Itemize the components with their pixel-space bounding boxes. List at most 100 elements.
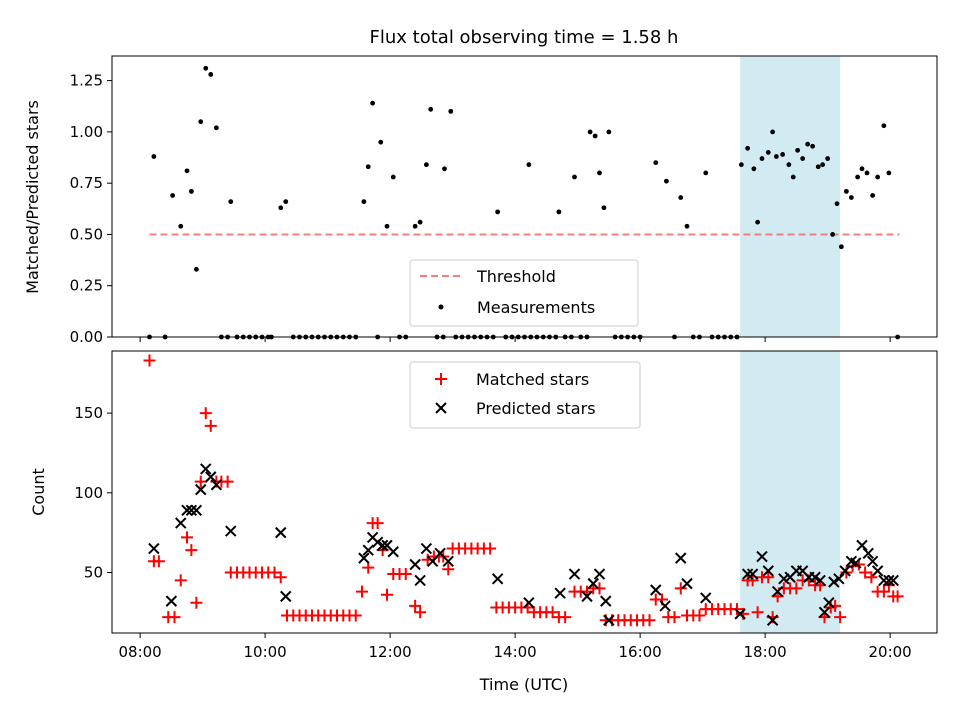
matched-star-point [877,585,890,598]
measurement-point [795,147,801,153]
top-y-axis-label: Matched/Predicted stars [23,100,42,294]
figure-title: Flux total observing time = 1.58 h [370,27,679,48]
predicted-star-point [210,479,223,491]
matched-star-point [746,574,759,587]
measurement-point [864,170,870,176]
predicted-star-point [603,614,615,626]
legend-matched-swatch [435,373,447,385]
x-tick-label: 12:00 [369,643,412,661]
predicted-star-point [587,577,599,590]
measurement-point [875,174,881,180]
predicted-star-point [280,590,292,603]
measurement-point [834,201,840,207]
x-axis-label: Time (UTC) [479,675,568,694]
measurement-point [805,141,811,147]
matched-star-point [381,588,393,601]
predicted-star-point [878,574,890,587]
measurement-point [587,129,593,135]
x-tick-label: 10:00 [244,643,287,661]
measurement-point [830,232,836,237]
measurement-point [855,174,861,180]
measurement-point [653,160,659,166]
matched-star-point [409,599,422,612]
legend-measurements-swatch [438,304,444,310]
matched-star-point [643,614,656,627]
predicted-star-point [856,539,868,552]
measurement-point [193,266,199,272]
matched-star-point [751,606,764,619]
predicted-star-point [358,552,370,564]
top-y-tick-label: 1.25 [70,72,103,90]
measurement-point [198,119,204,125]
measurement-point [228,199,234,205]
matched-star-point [143,354,156,367]
matched-star-point [865,571,878,584]
legend-predicted-label: Predicted stars [476,399,596,418]
measurement-point [208,72,214,77]
measurement-point [790,174,796,180]
measurement-point [703,170,709,176]
measurement-point [428,106,434,112]
predicted-star-point [850,557,862,569]
predicted-star-point [200,463,212,475]
measurement-point [759,156,765,161]
predicted-star-point [681,577,693,590]
matched-star-point [190,596,203,609]
predicted-star-point [828,576,840,588]
predicted-star-point [839,565,851,577]
x-tick-label: 16:00 [619,643,662,661]
matched-star-point [268,566,281,579]
measurement-point [825,156,831,161]
bottom-axes-frame [111,350,938,634]
predicted-star-point [181,504,193,517]
matched-star-point [834,611,847,624]
measurement-point [278,205,284,211]
predicted-star-point [741,568,754,580]
measurement-point [170,193,176,198]
measurement-point [870,193,876,198]
measurement-point [417,219,423,225]
legend-threshold-label: Threshold [476,267,556,286]
matched-star-point [546,606,559,619]
top-y-tick-label: 0.75 [70,174,103,192]
predicted-star-point [833,573,845,585]
measurement-point [412,223,418,229]
x-tick-label: 14:00 [494,643,537,661]
top-y-tick-label: 0.00 [70,328,103,346]
top-panel: 0.00 0.25 0.50 0.75 1.00 1.25 Matched/Predict… [23,55,938,346]
predicted-star-point [523,597,535,609]
measurement-point [770,129,776,135]
predicted-star-point [700,592,712,604]
x-tick-label: 18:00 [744,643,787,661]
predicted-star-point [766,614,779,626]
measurement-point [151,154,157,159]
predicted-star-point [756,550,768,563]
predicted-star-point [195,483,207,496]
predicted-star-point [659,600,671,612]
predicted-star-point [871,565,884,577]
measurement-point [592,133,598,139]
measurement-point [188,188,194,194]
measurement-point [365,164,371,170]
top-y-tick-label: 0.50 [70,225,103,243]
matched-star-point [274,571,287,584]
top-legend: Threshold Measurements [409,259,639,327]
predicted-star-point [568,568,581,580]
predicted-star-point [818,606,831,618]
predicted-star-point [650,584,662,596]
predicted-star-point [175,517,187,529]
measurement-point [886,170,892,176]
measurement-point [203,65,209,71]
matched-star-point [174,574,187,587]
predicted-star-point [581,590,593,603]
predicted-star-point [862,547,874,560]
measurement-point [800,156,806,161]
predicted-star-point [734,608,746,620]
measurement-point [606,129,612,135]
predicted-star-point [185,504,198,517]
legend-matched-label: Matched stars [476,370,589,389]
matched-star-point [181,531,193,544]
measurement-point [738,162,744,168]
bottom-y-tick-label: 100 [74,484,103,502]
measurement-point [384,223,390,229]
